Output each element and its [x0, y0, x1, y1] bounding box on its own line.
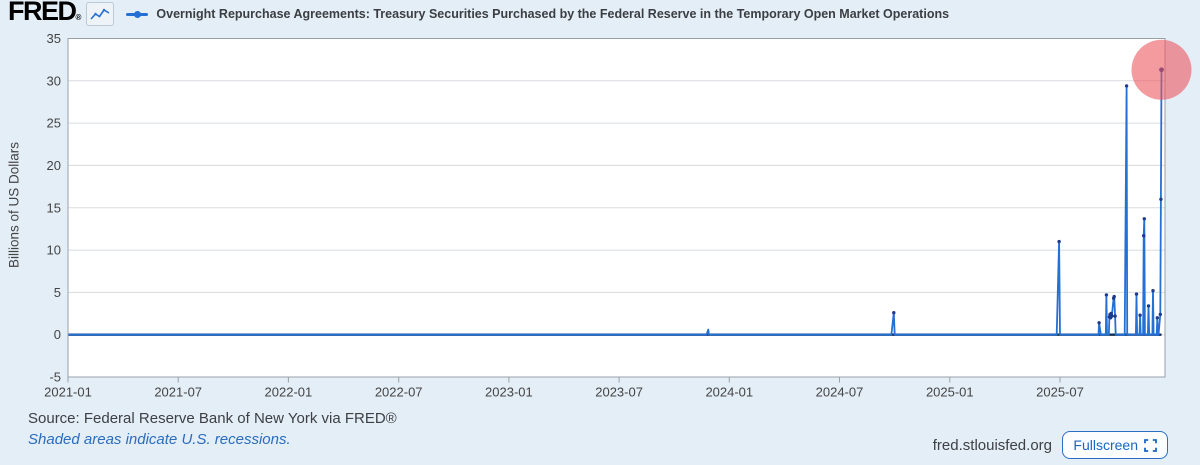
- legend-marker-dot: [134, 10, 142, 18]
- x-tick-label: 2023-01: [485, 385, 533, 400]
- x-tick-label: 2023-07: [595, 385, 643, 400]
- highlight-circle: [1131, 39, 1192, 100]
- series-legend: Overnight Repurchase Agreements: Treasur…: [126, 7, 949, 21]
- data-point-marker[interactable]: [1151, 289, 1155, 293]
- fullscreen-button-label: Fullscreen: [1073, 437, 1138, 453]
- data-point-marker[interactable]: [1155, 316, 1160, 320]
- data-point-marker[interactable]: [1057, 239, 1061, 244]
- line-chart-icon: [86, 2, 115, 26]
- x-tick-label: 2022-07: [375, 385, 423, 400]
- data-point-marker[interactable]: [1097, 321, 1101, 325]
- data-point-marker[interactable]: [1134, 292, 1139, 296]
- data-point-marker[interactable]: [1138, 313, 1142, 317]
- data-point-marker[interactable]: [1110, 314, 1114, 318]
- recession-note[interactable]: Shaded areas indicate U.S. recessions.: [28, 431, 291, 448]
- data-point-marker[interactable]: [1109, 311, 1113, 316]
- data-point-marker[interactable]: [892, 311, 896, 315]
- y-tick-label: 30: [47, 73, 61, 88]
- y-tick-label: 0: [54, 327, 61, 342]
- x-tick-label: 2021-07: [154, 385, 202, 400]
- y-tick-label: 15: [47, 200, 61, 215]
- plot-border: [67, 38, 1166, 378]
- y-tick-label: -5: [49, 370, 61, 385]
- data-point-marker[interactable]: [1142, 234, 1146, 238]
- y-tick-label: 5: [54, 285, 61, 300]
- data-point-marker[interactable]: [1159, 197, 1163, 201]
- y-tick-label: 20: [47, 158, 61, 173]
- chart-header: FRED® Overnight Repurchase Agreements: T…: [8, 0, 949, 26]
- x-tick-label: 2021-01: [44, 385, 92, 400]
- legend-marker-line: [126, 10, 149, 18]
- data-point-marker[interactable]: [1104, 293, 1109, 297]
- x-tick-label: 2024-07: [816, 385, 864, 400]
- data-point-marker[interactable]: [1113, 314, 1117, 318]
- x-tick-label: 2025-07: [1036, 385, 1084, 400]
- fullscreen-icon: [1144, 438, 1157, 452]
- data-point-marker[interactable]: [1158, 312, 1163, 317]
- fred-logo-text: FRED: [8, 0, 77, 26]
- y-tick-label: 25: [47, 116, 61, 131]
- fullscreen-button[interactable]: Fullscreen: [1062, 431, 1168, 459]
- x-tick-label: 2022-01: [265, 385, 313, 400]
- source-attribution: Source: Federal Reserve Bank of New York…: [28, 410, 397, 427]
- data-point-marker[interactable]: [1112, 294, 1116, 299]
- registered-mark: ®: [75, 12, 82, 22]
- fred-logo[interactable]: FRED®: [8, 0, 81, 30]
- series-legend-label: Overnight Repurchase Agreements: Treasur…: [156, 7, 950, 21]
- x-tick-label: 2025-01: [926, 385, 974, 400]
- fred-url-link[interactable]: fred.stlouisfed.org: [932, 437, 1052, 454]
- data-point-marker[interactable]: [1146, 304, 1151, 308]
- y-tick-label: 10: [47, 243, 61, 258]
- data-point-marker[interactable]: [1124, 84, 1129, 88]
- y-tick-label: 35: [47, 31, 61, 46]
- series-line[interactable]: [68, 69, 1163, 336]
- x-tick-label: 2024-01: [705, 385, 753, 400]
- data-point-marker[interactable]: [1142, 217, 1147, 221]
